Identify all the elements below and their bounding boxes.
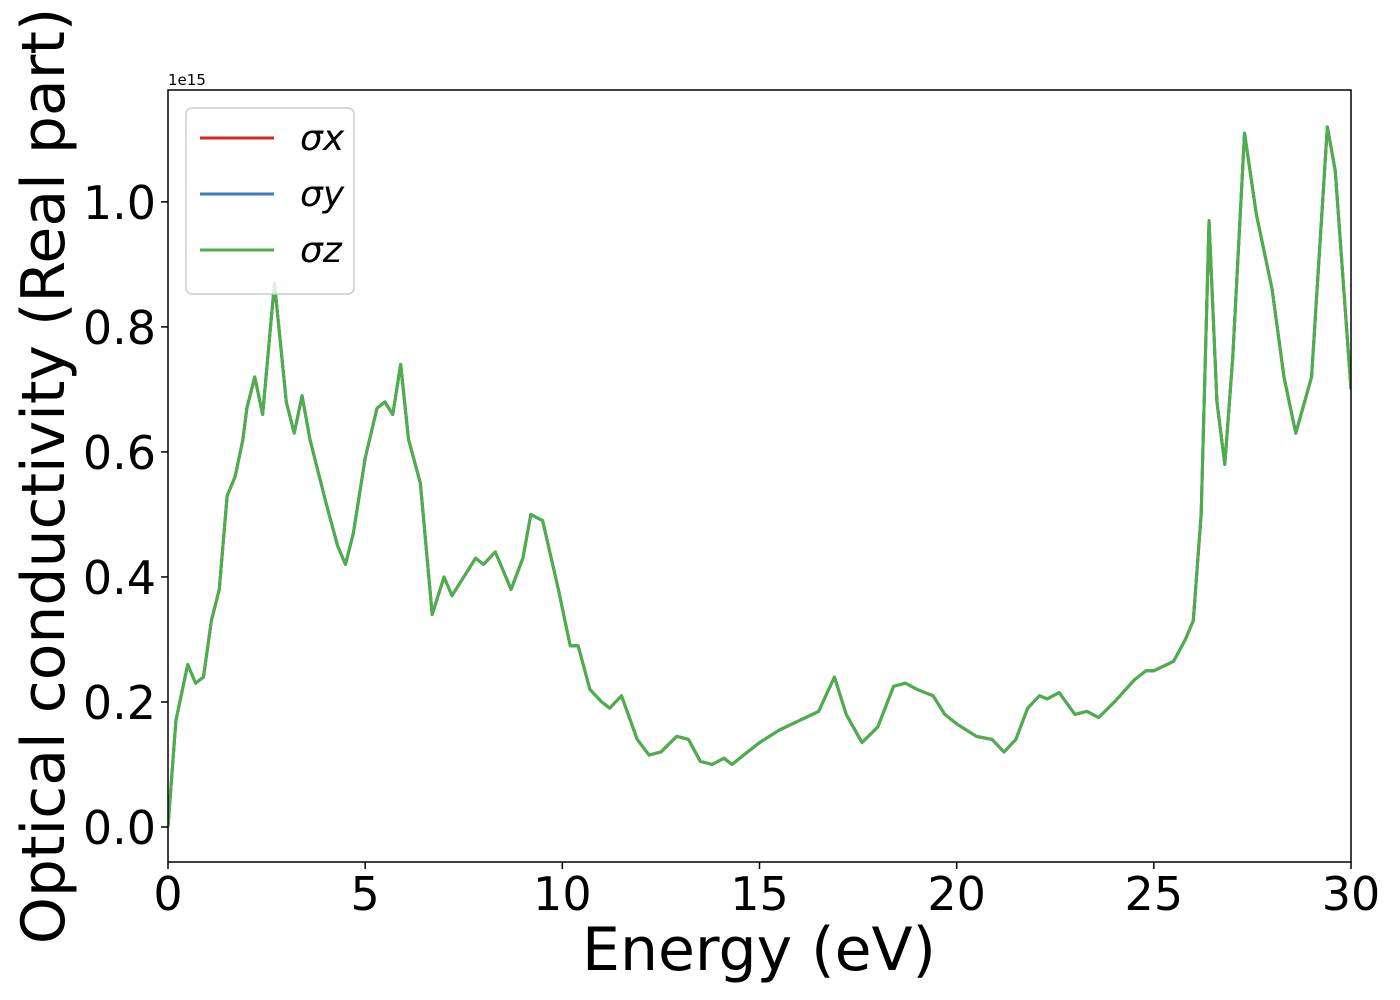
- x-tick-label: 0: [153, 867, 182, 921]
- x-tick-label: 10: [533, 867, 592, 921]
- x-tick-label: 5: [351, 867, 380, 921]
- legend-box: [185, 107, 355, 295]
- y-tick-label: 0.8: [83, 301, 156, 355]
- x-tick-label: 15: [730, 867, 789, 921]
- y-axis-label: Optical conductivity (Real part): [9, 8, 79, 945]
- y-tick-label: 0.2: [83, 676, 156, 730]
- series-line: [168, 125, 1351, 828]
- y-tick-label: 0.0: [83, 801, 156, 855]
- y-tick-label: 0.4: [83, 551, 156, 605]
- plot-frame: [167, 89, 1352, 863]
- legend-label: σy: [300, 174, 345, 215]
- x-tick-label: 20: [927, 867, 986, 921]
- x-tick-label: 25: [1125, 867, 1184, 921]
- legend-label: σx: [300, 118, 345, 159]
- y-tick-label: 0.6: [83, 426, 156, 480]
- x-tick-label: 30: [1322, 867, 1381, 921]
- offset-label: 1e15: [168, 71, 206, 89]
- y-tick-label: 1.0: [83, 176, 156, 230]
- legend-label: σz: [300, 230, 343, 271]
- x-axis-label: Energy (eV): [582, 915, 936, 985]
